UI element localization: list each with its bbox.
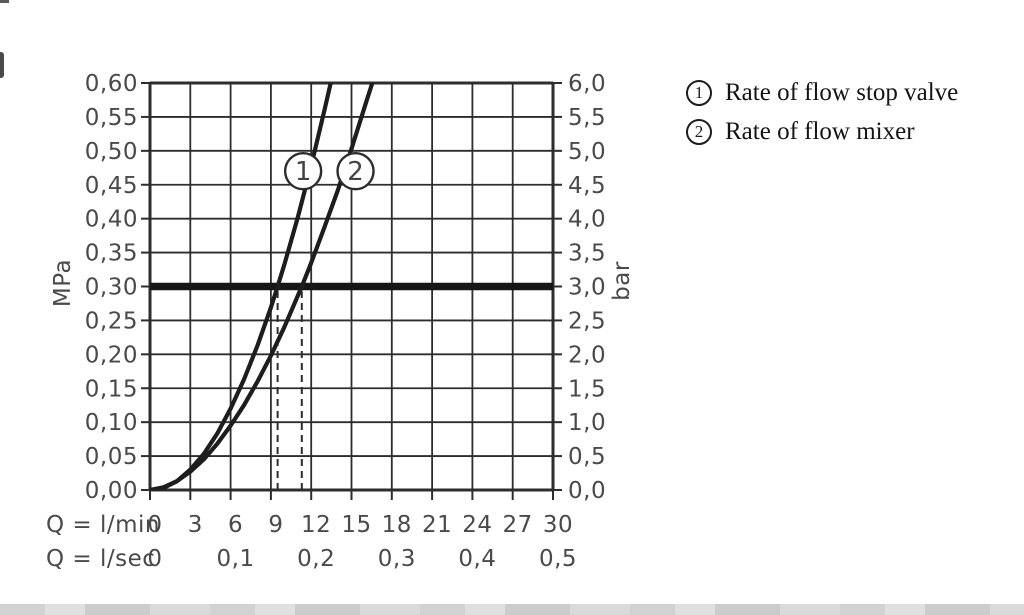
x-axis-label-lmin: Q = l/min (46, 512, 161, 538)
y-tick-label-mpa: 0,25 (85, 308, 138, 334)
legend-item-stop-valve: 1 Rate of flow stop valve (686, 79, 958, 106)
curve-marker-circle-2 (336, 151, 375, 191)
y-tick-label-mpa: 0,60 (85, 71, 138, 97)
legend-circled-number-2-icon: 2 (686, 118, 712, 145)
y-tick-label-mpa: 0,55 (85, 105, 138, 131)
y-tick-label-bar: 4,0 (568, 207, 606, 233)
x-tick-label-lmin: 27 (503, 512, 533, 538)
y-axis-unit-right: bar (609, 261, 635, 301)
x-tick-label-lmin: 21 (422, 512, 452, 538)
y-tick-label-mpa: 0,05 (85, 444, 138, 470)
y-tick-label-bar: 5,5 (568, 105, 606, 131)
y-tick-label-bar: 6,0 (568, 71, 606, 97)
x-tick-label-lsec: 0,5 (539, 546, 577, 572)
y-tick-label-mpa: 0,50 (85, 139, 138, 165)
curve-marker-number-1: 1 (295, 157, 312, 187)
x-tick-label-lmin: 18 (382, 512, 412, 538)
x-tick-label-lmin: 6 (228, 512, 243, 538)
x-tick-label-lmin: 24 (462, 512, 492, 538)
x-tick-label-lsec: 0,4 (458, 546, 496, 572)
y-tick-label-bar: 2,5 (568, 308, 606, 334)
curve-marker-number-2: 2 (347, 157, 364, 187)
legend-circled-number-1-icon: 1 (686, 79, 712, 106)
y-tick-label-mpa: 0,20 (85, 342, 138, 368)
y-tick-label-mpa: 0,40 (85, 207, 138, 233)
y-tick-label-bar: 1,5 (568, 376, 606, 402)
legend-label: Rate of flow stop valve (725, 78, 959, 106)
y-tick-label-bar: 0,5 (568, 444, 606, 470)
y-tick-label-bar: 1,0 (568, 410, 606, 436)
legend-item-mixer: 2 Rate of flow mixer (686, 118, 958, 145)
y-tick-label-mpa: 0,00 (85, 478, 138, 504)
y-tick-label-mpa: 0,35 (85, 241, 138, 267)
y-tick-label-bar: 3,5 (568, 241, 606, 267)
x-tick-label-lmin: 12 (301, 512, 331, 538)
y-tick-label-bar: 4,5 (568, 173, 606, 199)
x-axis-label-lsec: Q = l/sec (46, 546, 156, 572)
scan-edge-artifact (0, 0, 9, 3)
x-tick-label-lmin: 0 (147, 512, 162, 538)
curve-marker-circle-1 (283, 151, 323, 191)
y-axis-unit-left: MPa (50, 258, 76, 308)
x-tick-label-lmin: 15 (341, 512, 371, 538)
x-tick-label-lmin: 9 (268, 512, 283, 538)
y-tick-label-bar: 0,0 (568, 478, 606, 504)
x-tick-label-lmin: 3 (188, 512, 203, 538)
y-tick-label-mpa: 0,10 (85, 410, 138, 436)
x-tick-label-lsec: 0,2 (297, 546, 335, 572)
legend: 1 Rate of flow stop valve 2 Rate of flow… (686, 79, 958, 157)
x-tick-label-lsec: 0,3 (378, 546, 416, 572)
legend-label: Rate of flow mixer (725, 117, 915, 145)
y-tick-label-bar: 5,0 (568, 139, 606, 165)
scan-edge-artifact (0, 52, 4, 78)
y-tick-label-mpa: 0,30 (85, 275, 138, 301)
legend-symbol: 2 (694, 121, 704, 141)
y-tick-label-bar: 2,0 (568, 342, 606, 368)
bottom-scan-band (0, 604, 1024, 615)
y-tick-label-bar: 3,0 (568, 275, 606, 301)
y-tick-label-mpa: 0,45 (85, 173, 138, 199)
x-tick-label-lsec: 0,1 (217, 546, 255, 572)
legend-symbol: 1 (694, 82, 704, 102)
x-tick-label-lmin: 30 (543, 512, 573, 538)
x-tick-label-lsec: 0 (147, 546, 162, 572)
y-tick-label-mpa: 0,15 (85, 376, 138, 402)
